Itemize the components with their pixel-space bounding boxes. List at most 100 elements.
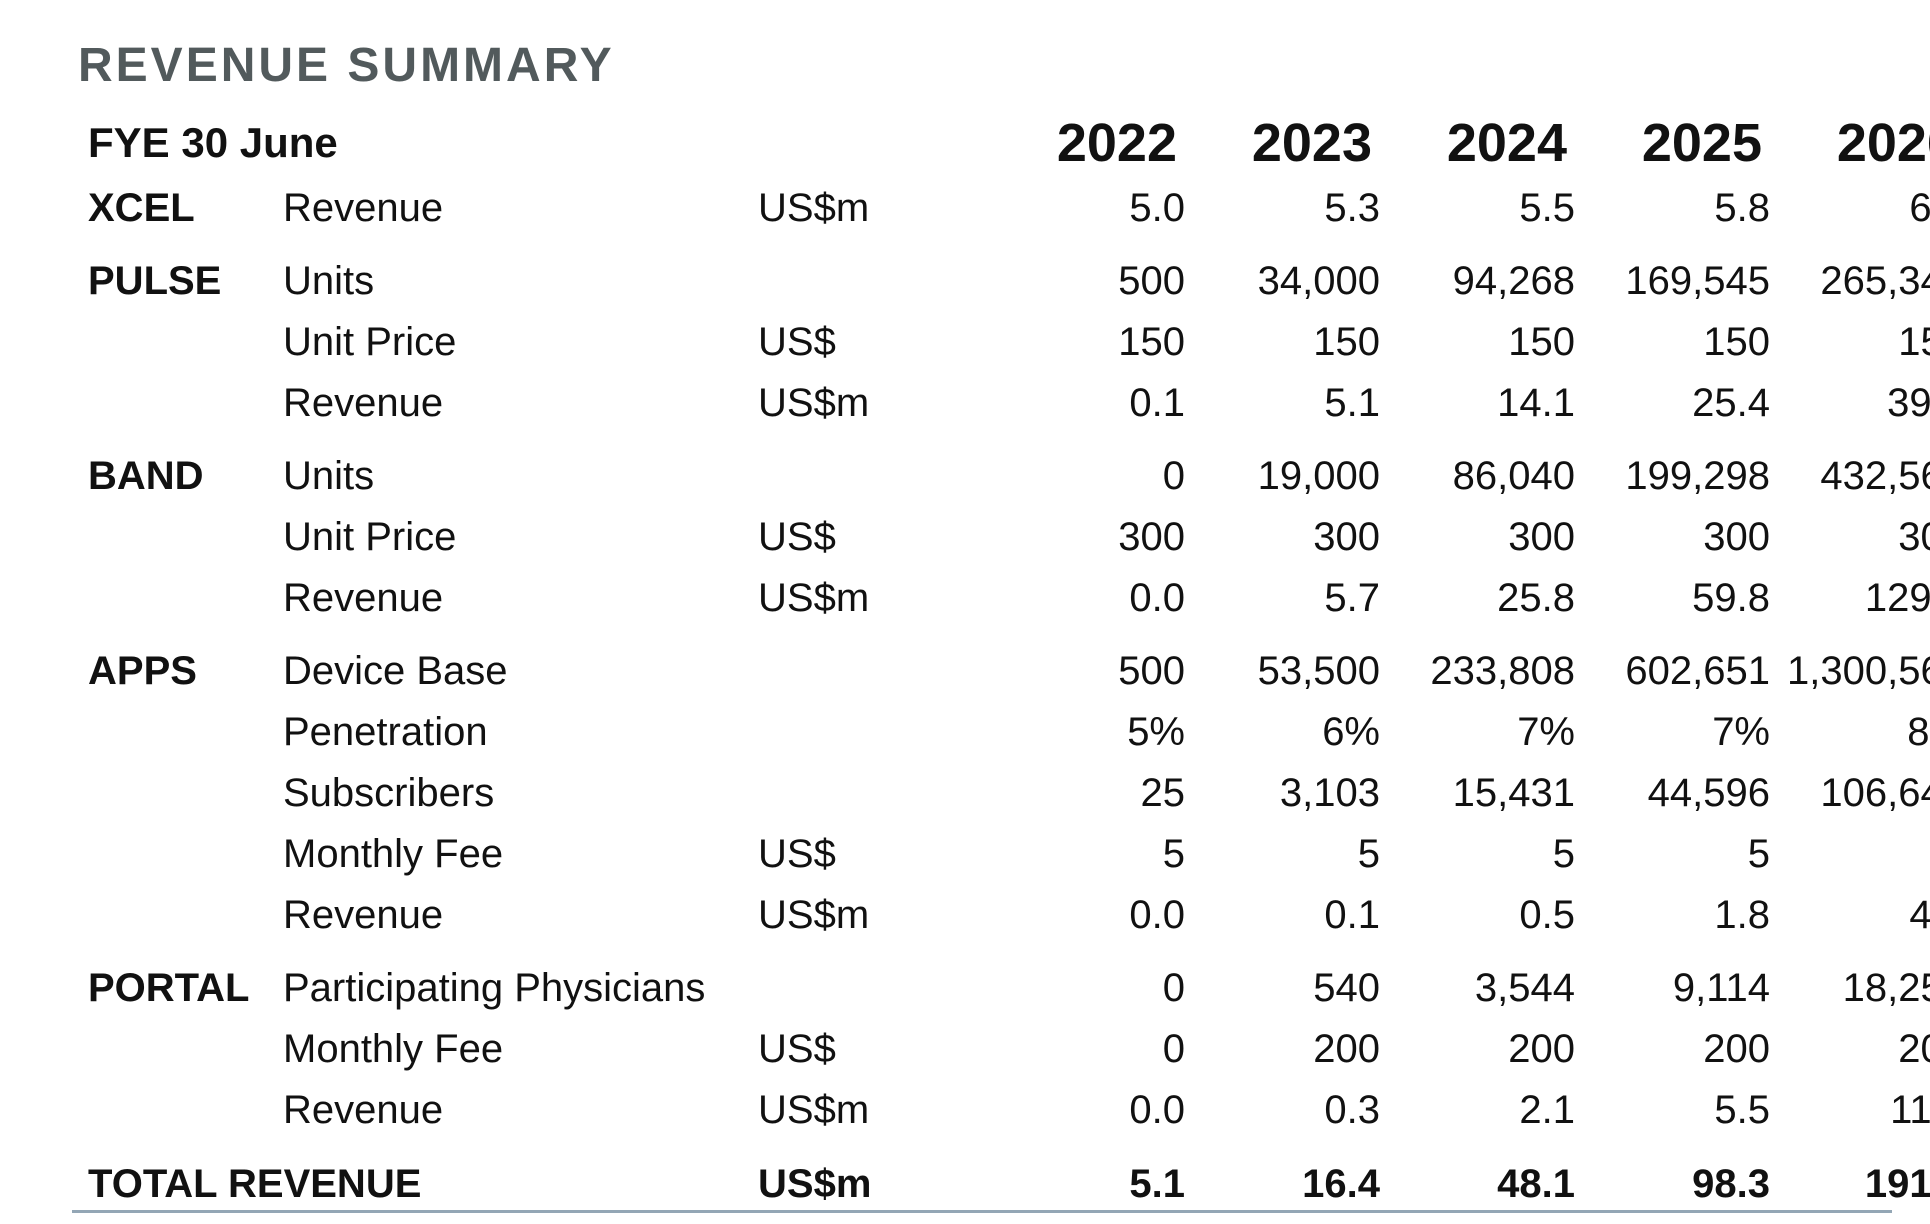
- unit-label: US$m: [758, 186, 870, 230]
- total-value: 16.4: [1302, 1162, 1380, 1206]
- unit-label: US$: [758, 1027, 836, 1071]
- bottom-rule: [72, 1210, 1892, 1213]
- value-cell: 150: [1313, 320, 1380, 364]
- value-cell: 86,040: [1452, 454, 1575, 498]
- segment-label: [88, 702, 283, 763]
- metric-label: Revenue: [283, 186, 444, 230]
- value-cell: 8%: [1907, 710, 1930, 754]
- segment-label: [88, 373, 283, 434]
- value-cell: 150: [1898, 320, 1930, 364]
- value-cell: 129.8: [1864, 576, 1930, 620]
- segment-label: [88, 763, 283, 824]
- unit-label: [758, 763, 963, 824]
- fye-label: FYE 30 June: [88, 119, 338, 166]
- segment-label: [88, 885, 283, 946]
- unit-label: US$m: [758, 893, 870, 937]
- value-cell: 5.5: [1519, 186, 1575, 230]
- value-cell: 0.0: [1129, 893, 1185, 937]
- value-cell: 200: [1898, 1027, 1930, 1071]
- value-cell: 53,500: [1257, 649, 1380, 693]
- unit-label: [758, 251, 963, 312]
- segment-label: [88, 1080, 283, 1141]
- value-cell: 3,544: [1474, 966, 1575, 1010]
- segment-label: APPS: [88, 649, 197, 693]
- value-cell: 4.6: [1909, 893, 1930, 937]
- segment-label: [88, 507, 283, 568]
- metric-label: Subscribers: [283, 771, 495, 815]
- value-cell: 5: [1770, 824, 1930, 885]
- value-cell: 0: [1162, 1027, 1185, 1071]
- value-cell: 300: [1118, 515, 1185, 559]
- value-cell: 59.8: [1692, 576, 1770, 620]
- metric-label: Units: [283, 259, 375, 303]
- unit-label: US$m: [758, 381, 870, 425]
- total-value: 98.3: [1692, 1162, 1770, 1206]
- unit-label: [758, 641, 963, 702]
- value-cell: 300: [1898, 515, 1930, 559]
- value-cell: 5.8: [1714, 186, 1770, 230]
- value-cell: 0.0: [1129, 576, 1185, 620]
- value-cell: 540: [1313, 966, 1380, 1010]
- value-cell: 2.1: [1519, 1088, 1575, 1132]
- value-cell: 5.7: [1324, 576, 1380, 620]
- value-cell: 200: [1313, 1027, 1380, 1071]
- value-cell: 200: [1703, 1027, 1770, 1071]
- value-cell: 300: [1313, 515, 1380, 559]
- metric-label: Revenue: [283, 381, 444, 425]
- year-header: 2023: [1251, 113, 1372, 173]
- metric-label: Monthly Fee: [283, 832, 504, 876]
- metric-label: Revenue: [283, 576, 444, 620]
- value-cell: 432,566: [1820, 454, 1930, 498]
- year-header: 2022: [1056, 113, 1177, 173]
- value-cell: 34,000: [1257, 259, 1380, 303]
- value-cell: 300: [1703, 515, 1770, 559]
- segment-label: [88, 568, 283, 629]
- value-cell: 1.8: [1714, 893, 1770, 937]
- unit-label: US$m: [758, 576, 870, 620]
- page-title: REVENUE SUMMARY: [78, 39, 615, 92]
- value-cell: 0: [1162, 966, 1185, 1010]
- segment-label: BAND: [88, 454, 204, 498]
- value-cell: 0.1: [1129, 381, 1185, 425]
- unit-label: US$m: [758, 1088, 870, 1132]
- metric-label: Device Base: [283, 649, 508, 693]
- metric-label: Revenue: [283, 1088, 444, 1132]
- year-header: 2026: [1836, 113, 1930, 173]
- value-cell: 6.1: [1909, 186, 1930, 230]
- value-cell: 233,808: [1430, 649, 1575, 693]
- unit-label: [758, 446, 963, 507]
- value-cell: 5: [1357, 832, 1380, 876]
- value-cell: 6%: [1322, 710, 1380, 754]
- value-cell: 500: [1118, 259, 1185, 303]
- value-cell: 5%: [1127, 710, 1185, 754]
- value-cell: 7%: [1712, 710, 1770, 754]
- value-cell: 9,114: [1672, 966, 1770, 1010]
- value-cell: 0.1: [1324, 893, 1380, 937]
- unit-label: US$: [758, 832, 836, 876]
- metric-label: Units: [283, 454, 375, 498]
- value-cell: 199,298: [1625, 454, 1770, 498]
- value-cell: 0.3: [1324, 1088, 1380, 1132]
- value-cell: 500: [1118, 649, 1185, 693]
- unit-label: US$: [758, 515, 836, 559]
- segment-label: PORTAL: [88, 966, 250, 1010]
- value-cell: 3,103: [1279, 771, 1380, 815]
- value-cell: 300: [1508, 515, 1575, 559]
- value-cell: 265,342: [1820, 259, 1930, 303]
- segment-label: XCEL: [88, 186, 195, 230]
- value-cell: 7%: [1517, 710, 1575, 754]
- value-cell: 25: [1140, 771, 1186, 815]
- metric-label: Unit Price: [283, 320, 457, 364]
- value-cell: 0.5: [1519, 893, 1575, 937]
- value-cell: 5.0: [1129, 186, 1185, 230]
- value-cell: 5: [1162, 832, 1185, 876]
- segment-label: [88, 1019, 283, 1080]
- total-unit: US$m: [758, 1162, 872, 1206]
- total-label: TOTAL REVENUE: [88, 1162, 422, 1206]
- value-cell: 0.0: [1129, 1088, 1185, 1132]
- unit-label: [758, 702, 963, 763]
- metric-label: Penetration: [283, 710, 488, 754]
- value-cell: 5: [1552, 832, 1575, 876]
- value-cell: 200: [1508, 1027, 1575, 1071]
- value-cell: 150: [1118, 320, 1185, 364]
